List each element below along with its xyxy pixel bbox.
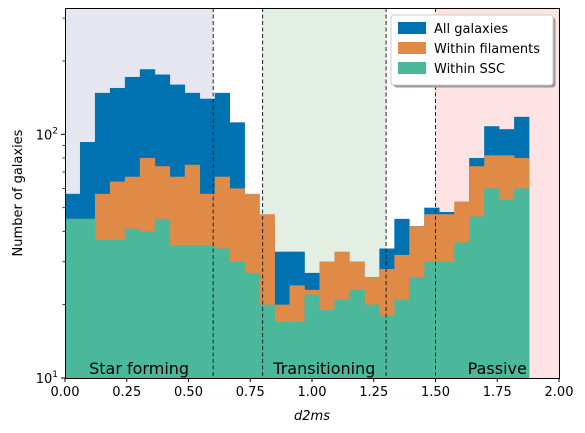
x-tick-label-3: 0.50: [174, 385, 203, 400]
x-tick-label-9: 2.00: [545, 385, 574, 400]
bar-series-3-bin-27: [454, 242, 470, 378]
legend-label-2: Within filaments: [434, 42, 540, 57]
bar-series-3-bin-18: [319, 310, 335, 378]
bar-series-3-bin-28: [469, 216, 485, 378]
bar-series-3-bin-21: [364, 304, 380, 378]
bar-series-3-bin-20: [349, 289, 365, 378]
axes: 0.00 0.25 0.50 0.75 1.00 1.25 1.50 1.75 2.00 101 1…: [36, 17, 574, 400]
bar-series-3-bin-25: [424, 261, 440, 378]
bar-series-3-bin-6: [139, 231, 156, 378]
bar-series-3-bin-14: [259, 304, 275, 378]
bar-series-3-bin-30: [499, 199, 515, 378]
bar-series-3-bin-31: [514, 188, 530, 378]
region-label-2: Transitioning: [272, 359, 375, 378]
legend: All galaxies Within filaments Within SSC: [390, 14, 556, 88]
legend-label-3: Within SSC: [434, 62, 505, 77]
region-label-3: Passive: [468, 359, 527, 378]
y-axis-label: Number of galaxies: [11, 129, 26, 256]
bar-series-3-bin-15: [274, 321, 290, 378]
bar-series-3-bin-5: [124, 228, 141, 378]
bar-series-3-bin-23: [394, 299, 410, 378]
bar-series-3-bin-17: [304, 294, 320, 378]
legend-label-1: All galaxies: [434, 22, 508, 37]
x-tick-label-4: 0.75: [236, 385, 265, 400]
legend-swatch-3: [398, 62, 426, 74]
bar-series-3-bin-1: [65, 218, 81, 378]
bar-series-3-bin-24: [409, 276, 425, 378]
x-tick-label-5: 1.00: [298, 385, 327, 400]
bar-series-3-bin-16: [289, 321, 305, 378]
bar-series-3-bin-3: [94, 239, 111, 378]
x-tick-label-8: 1.75: [483, 385, 512, 400]
bar-series-3-bin-11: [214, 248, 230, 378]
y-tick-label-2: 102: [36, 126, 58, 143]
bar-series-3-bin-4: [109, 239, 126, 378]
x-tick-label-6: 1.25: [359, 385, 388, 400]
bar-series-3-bin-19: [334, 299, 350, 378]
legend-box: [390, 14, 554, 86]
bar-series-3-bin-26: [439, 261, 455, 378]
bar-series-3-bin-9: [184, 245, 201, 378]
bar-series-3-bin-10: [199, 245, 216, 378]
x-tick-label-1: 0.00: [51, 385, 80, 400]
x-tick-label-2: 0.25: [112, 385, 141, 400]
bar-series-3-bin-2: [79, 218, 96, 378]
legend-swatch-1: [398, 22, 426, 34]
bar-series-3-bin-13: [244, 272, 260, 378]
bar-series-3-bin-8: [169, 245, 186, 378]
x-axis-label: d2ms: [294, 409, 330, 424]
bar-series-3-bin-29: [484, 188, 500, 378]
bar-series-3-bin-12: [229, 261, 245, 378]
region-label-1: Star forming: [89, 359, 189, 378]
bar-series-3-bin-22: [379, 315, 395, 378]
y-tick-label-1: 101: [36, 370, 58, 387]
legend-swatch-2: [398, 42, 426, 54]
x-tick-label-7: 1.50: [421, 385, 450, 400]
bar-series-3-bin-7: [154, 218, 171, 378]
plot-area: Star forming Transitioning Passive: [65, 8, 559, 379]
